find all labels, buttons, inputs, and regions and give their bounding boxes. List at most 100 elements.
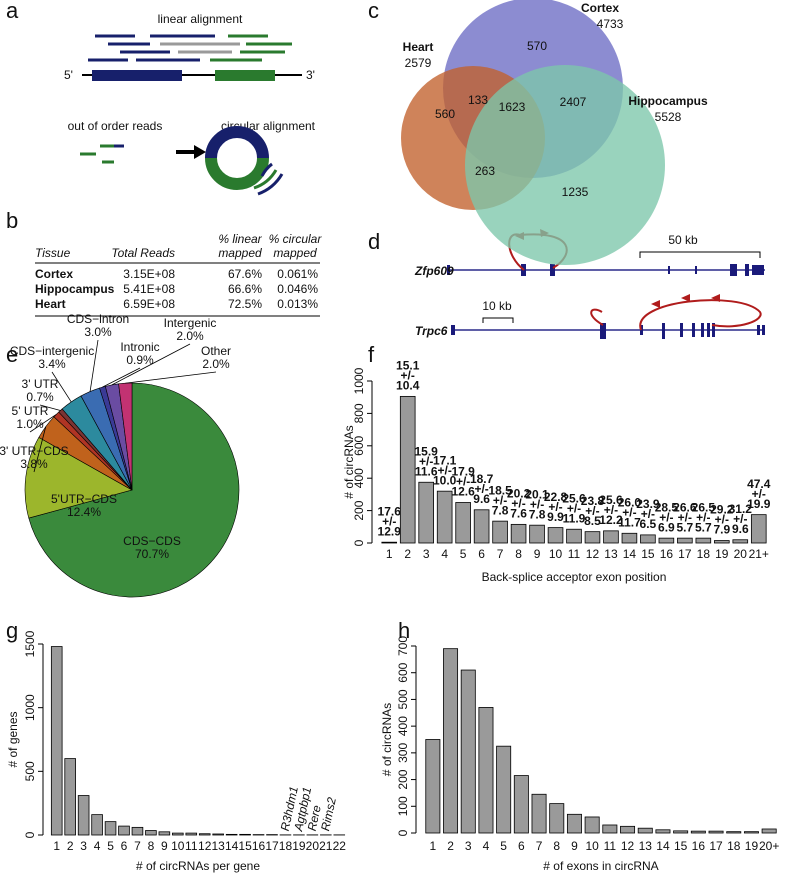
bar-annotation: 5.7 <box>677 520 694 534</box>
slice-label: 3' UTR−CDS <box>0 444 69 458</box>
leader-line <box>39 404 61 411</box>
table-header: Tissue <box>35 246 71 260</box>
x-tick-label: 10 <box>585 839 599 853</box>
y-axis-title: # of circRNAs <box>342 425 356 498</box>
set-total: 2579 <box>405 56 432 70</box>
table-cell: 67.6% <box>228 267 262 281</box>
x-tick-label: 18 <box>279 839 293 853</box>
bar-annotation: 17.6 <box>378 504 402 518</box>
bar-annotation: +/- <box>456 475 470 489</box>
bar <box>529 524 545 544</box>
x-tick-label: 18 <box>727 839 741 853</box>
table-header: Total Reads <box>111 246 175 260</box>
bar <box>131 826 144 836</box>
x-tick-label: 14 <box>656 839 670 853</box>
bar-annotation: 8.5 <box>584 514 601 528</box>
bar-annotation: +/- <box>382 514 396 528</box>
x-tick-label: 1 <box>430 839 437 853</box>
bar <box>750 514 767 544</box>
y-tick-label: 700 <box>396 636 410 656</box>
bar-annotation: 47.4 <box>747 477 771 491</box>
bar <box>732 539 749 544</box>
x-tick-label: 2 <box>447 839 454 853</box>
panel-label: d <box>368 229 380 254</box>
bar-annotation: +/- <box>567 501 581 515</box>
x-tick-label: 12 <box>586 547 600 561</box>
x-tick-label: 2 <box>404 547 411 561</box>
x-tick-label: 19 <box>745 839 759 853</box>
x-tick-label: 19 <box>715 547 729 561</box>
slice-value: 12.4% <box>67 505 101 519</box>
bar-annotation: 18.7 <box>470 472 494 486</box>
x-tick-label: 17 <box>678 547 692 561</box>
x-tick-label: 10 <box>171 839 185 853</box>
x-tick-label: 3 <box>80 839 87 853</box>
bar-annotation: 10.0 <box>433 473 457 487</box>
bar <box>473 509 490 544</box>
x-tick-label: 15 <box>674 839 688 853</box>
x-tick-label: 7 <box>497 547 504 561</box>
bar-annotation: 12.9 <box>378 524 402 538</box>
panel-label: e <box>6 342 18 367</box>
bar-annotation: +/- <box>437 463 451 477</box>
slice-value: 3.8% <box>20 457 48 471</box>
bar-annotation: +/- <box>511 497 525 511</box>
bar-annotation: +/- <box>678 510 692 524</box>
bar <box>118 825 130 836</box>
bar <box>50 646 63 836</box>
slice-value: 70.7% <box>135 547 169 561</box>
x-tick-label: 6 <box>121 839 128 853</box>
bar <box>510 523 527 544</box>
leader-line <box>51 371 72 403</box>
bar <box>677 537 693 544</box>
leader-line <box>111 343 191 386</box>
x-tick-label: 21+ <box>749 547 769 561</box>
x-tick-label: 8 <box>148 839 155 853</box>
x-tick-label: 14 <box>623 547 637 561</box>
slice-label: Other <box>201 344 231 358</box>
x-tick-label: 12 <box>198 839 212 853</box>
x-tick-label: 15 <box>238 839 252 853</box>
bar <box>603 530 619 544</box>
x-tick-label: 13 <box>212 839 226 853</box>
x-tick-label: 16 <box>660 547 674 561</box>
bar <box>399 395 416 544</box>
leader-line <box>29 414 57 433</box>
bar <box>145 830 157 836</box>
bar-annotation: 26.0 <box>618 495 642 509</box>
bar-annotation: +/- <box>641 507 655 521</box>
y-tick-label: 100 <box>396 796 410 816</box>
bar <box>172 832 184 836</box>
y-tick-label: 400 <box>352 468 366 488</box>
bar <box>460 669 476 834</box>
bar <box>549 803 565 834</box>
bar <box>531 793 547 834</box>
x-tick-label: 12 <box>621 839 635 853</box>
bar-annotation: 26.5 <box>692 500 716 514</box>
y-tick-label: 400 <box>396 716 410 736</box>
slice-label: CDS−intergenic <box>10 344 94 358</box>
bar-annotation: 17.9 <box>451 465 475 479</box>
y-tick-label: 600 <box>396 662 410 682</box>
bar-annotation: +/- <box>401 369 415 383</box>
bar-annotation: 10.4 <box>396 379 420 393</box>
set-name: Cortex <box>581 1 619 15</box>
bar-annotation: 7.6 <box>510 507 527 521</box>
bar-annotation: 11.7 <box>618 515 641 529</box>
x-tick-label: 4 <box>94 839 101 853</box>
x-tick-label: 5 <box>460 547 467 561</box>
x-tick-label: 11 <box>568 547 581 561</box>
x-tick-label: 9 <box>161 839 168 853</box>
bar-annotation: 19.9 <box>747 497 771 511</box>
bar-annotation: +/- <box>548 500 562 514</box>
slice-value: 1.0% <box>16 417 44 431</box>
x-tick-label: 16 <box>252 839 266 853</box>
alignment-diagram: linear alignment 5' 3' out of order read… <box>64 12 316 196</box>
out-of-order-label: out of order reads <box>68 119 163 133</box>
bar-annotation: +/- <box>474 482 488 496</box>
bar-annotation: 15.1 <box>396 359 420 373</box>
bar <box>584 531 601 544</box>
table-cell: 5.41E+08 <box>123 282 175 296</box>
y-tick-label: 1500 <box>23 630 37 657</box>
x-tick-label: 1 <box>386 547 393 561</box>
